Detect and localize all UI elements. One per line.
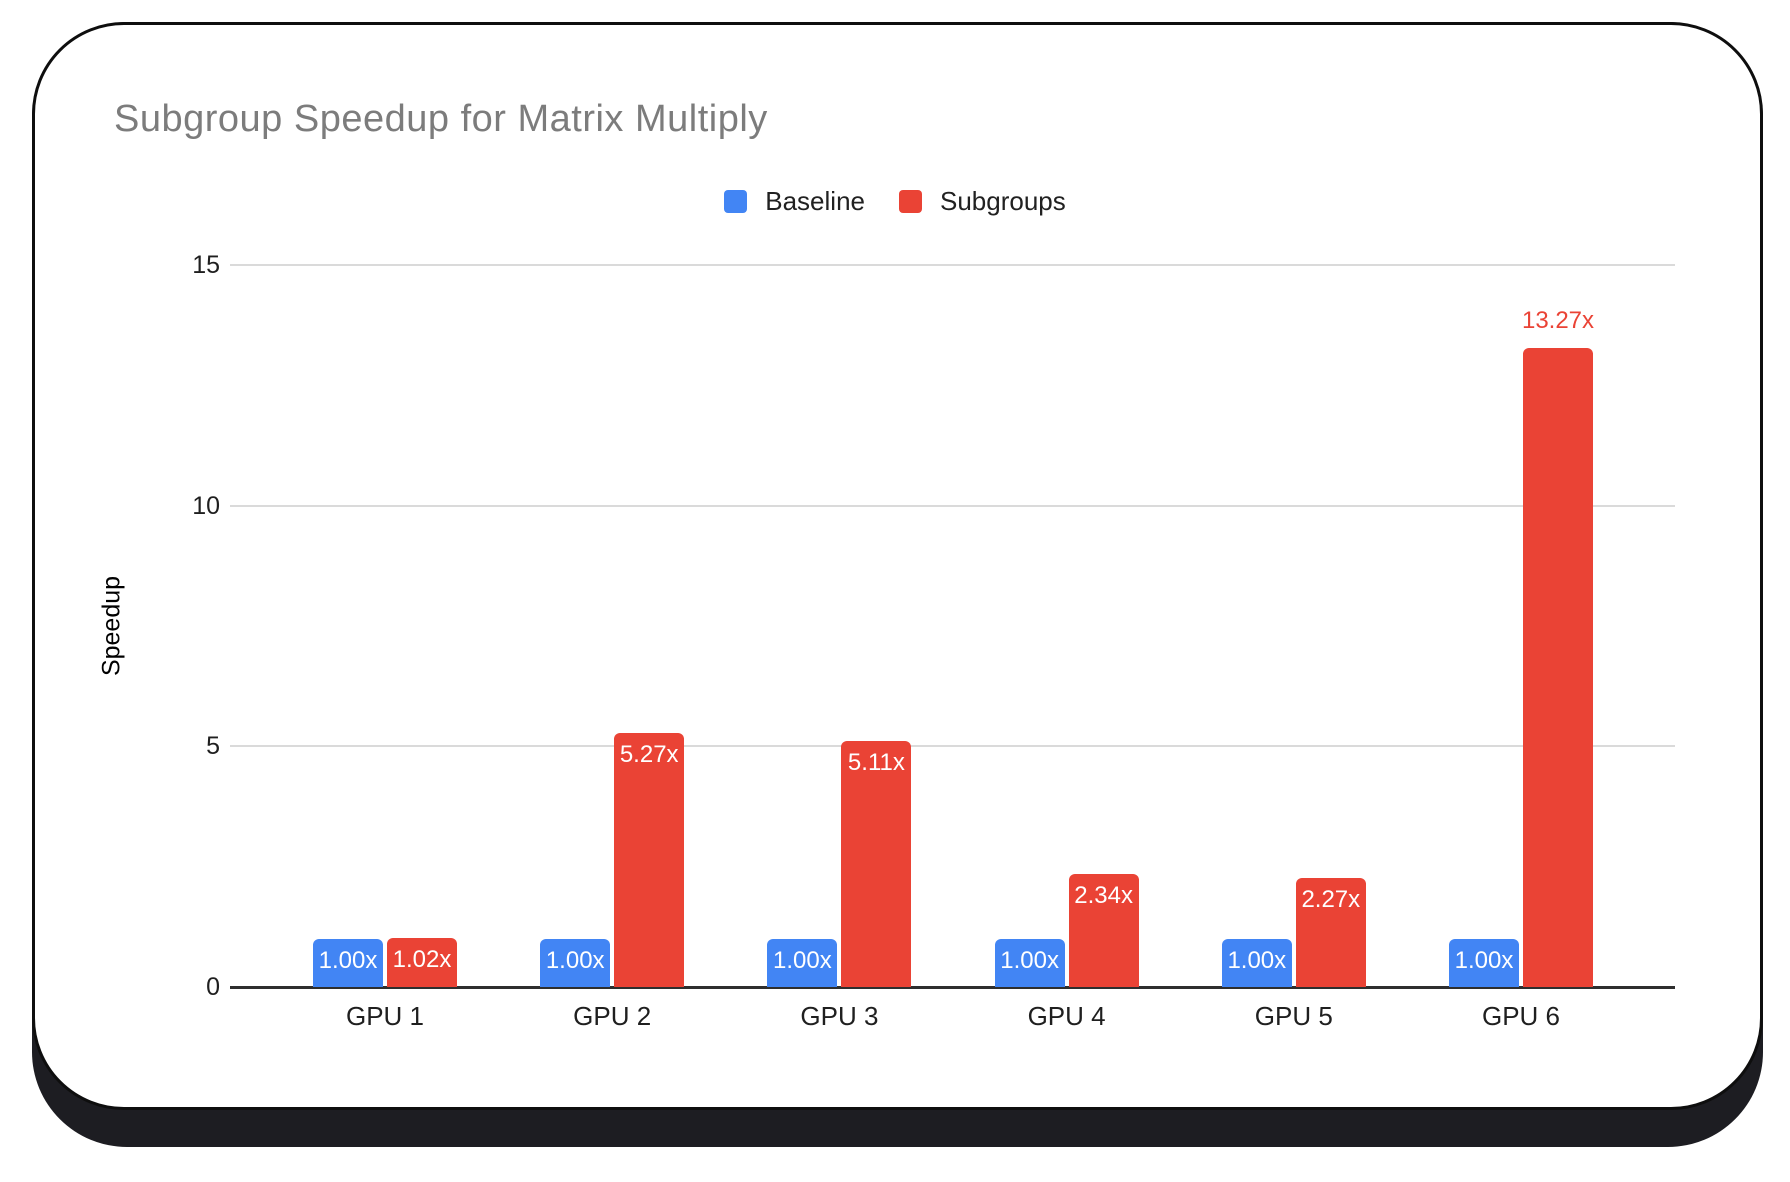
legend-item-baseline[interactable]: Baseline	[724, 186, 865, 217]
y-tick-label-10: 10	[192, 491, 220, 520]
bar-subgroups-gpu-4[interactable]	[1068, 874, 1139, 987]
bar-subgroups-gpu-3[interactable]	[841, 741, 912, 987]
bar-baseline-gpu-3[interactable]	[767, 938, 838, 987]
gridline-15	[230, 264, 1675, 266]
x-axis-label-gpu-3: GPU 3	[800, 1001, 879, 1031]
x-axis-label-gpu-4: GPU 4	[1027, 1001, 1106, 1031]
bar-subgroups-gpu-6[interactable]	[1523, 348, 1593, 987]
bar-value-label-baseline-gpu-4: 1.00x	[1000, 946, 1059, 974]
bar-value-label-subgroups-gpu-2: 5.27x	[619, 741, 679, 769]
y-tick-label-0: 0	[206, 973, 220, 1001]
bar-baseline-gpu-6[interactable]	[1449, 938, 1519, 987]
bar-value-label-subgroups-gpu-5: 2.27x	[1301, 885, 1361, 913]
x-axis-label-gpu-1: GPU 1	[345, 1001, 425, 1031]
bar-baseline-gpu-2[interactable]	[540, 938, 611, 987]
gridline-10	[230, 504, 1675, 507]
legend-label-subgroups: Subgroups	[939, 186, 1066, 216]
y-axis-title: Speedup	[97, 575, 126, 677]
bar-value-label-subgroups-gpu-6: 13.27x	[1521, 307, 1595, 335]
bar-value-label-subgroups-gpu-3: 5.11x	[847, 749, 905, 777]
bar-baseline-gpu-5[interactable]	[1221, 938, 1292, 987]
bar-value-label-baseline-gpu-6: 1.00x	[1454, 946, 1514, 974]
x-axis-label-gpu-2: GPU 2	[573, 1001, 652, 1031]
legend-swatch-baseline-icon	[724, 190, 748, 213]
bar-value-label-baseline-gpu-2: 1.00x	[545, 946, 605, 974]
bar-value-label-subgroups-gpu-4: 2.34x	[1074, 882, 1133, 910]
bar-subgroups-gpu-5[interactable]	[1295, 877, 1366, 987]
chart-title: Subgroup Speedup for Matrix Multiply	[114, 98, 768, 140]
bar-value-label-baseline-gpu-3: 1.00x	[773, 946, 832, 974]
gridline-5	[230, 745, 1675, 748]
y-tick-label-15: 15	[192, 251, 220, 279]
bar-subgroups-gpu-1[interactable]	[387, 937, 457, 987]
x-axis-label-gpu-5: GPU 5	[1254, 1001, 1333, 1031]
bar-baseline-gpu-4[interactable]	[994, 938, 1065, 987]
legend-item-subgroups[interactable]: Subgroups	[898, 186, 1066, 217]
bar-baseline-gpu-1[interactable]	[313, 938, 383, 987]
y-tick-label-5: 5	[206, 732, 220, 761]
legend-label-baseline: Baseline	[765, 186, 865, 216]
x-axis-baseline	[230, 986, 1675, 989]
legend-swatch-subgroups-icon	[898, 190, 922, 213]
bar-value-label-baseline-gpu-1: 1.00x	[318, 946, 378, 974]
bar-subgroups-gpu-2[interactable]	[614, 733, 685, 987]
x-axis-label-gpu-6: GPU 6	[1481, 1001, 1561, 1031]
chart-legend: Baseline Subgroups	[0, 186, 1790, 217]
bar-value-label-baseline-gpu-5: 1.00x	[1227, 946, 1287, 974]
bar-value-label-subgroups-gpu-1: 1.02x	[392, 945, 452, 973]
